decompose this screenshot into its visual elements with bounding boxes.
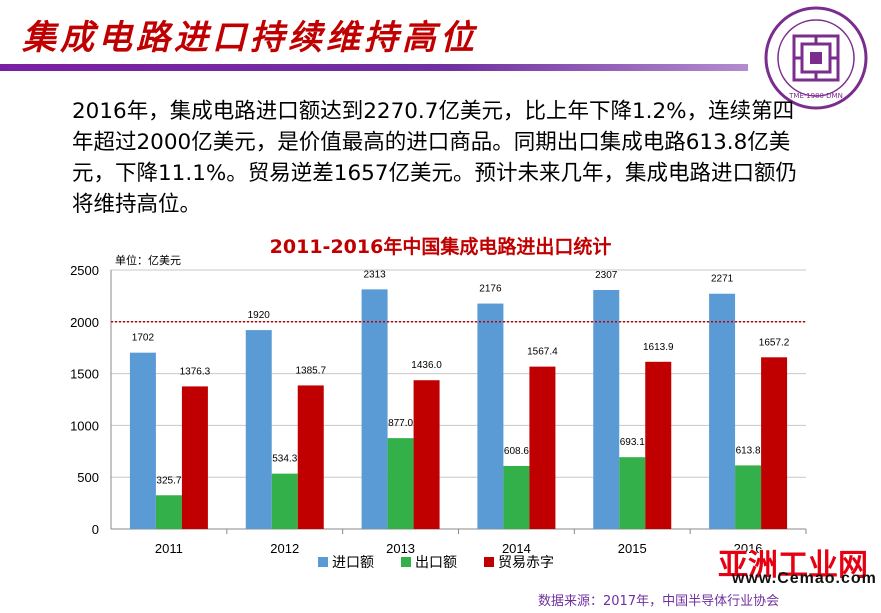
bar-export xyxy=(503,465,530,529)
x-tick-label: 2014 xyxy=(502,541,531,556)
legend-swatch xyxy=(401,557,411,567)
data-label: 1385.7 xyxy=(295,365,326,376)
bar-export xyxy=(271,473,298,529)
data-label: 325.7 xyxy=(156,475,181,486)
data-label: 877.0 xyxy=(388,418,413,429)
y-tick-label: 1000 xyxy=(70,418,99,433)
x-tick-label: 2013 xyxy=(386,541,415,556)
data-source-note: 数据来源：2017年，中国半导体行业协会 xyxy=(538,594,780,609)
bar-import xyxy=(593,289,620,529)
legend-entry: 进口额 xyxy=(332,555,374,571)
svg-text:TME·1980·DMN: TME·1980·DMN xyxy=(788,92,843,100)
data-label: 1567.4 xyxy=(527,347,558,358)
y-tick-label: 500 xyxy=(77,470,99,485)
chart-title: 2011-2016年中国集成电路进出口统计 xyxy=(269,236,612,258)
data-label: 2313 xyxy=(363,269,386,280)
data-label: 613.8 xyxy=(736,445,761,456)
unit-label: 单位：亿美元 xyxy=(115,253,181,267)
legend-entry: 贸易赤字 xyxy=(498,555,554,571)
x-tick-label: 2011 xyxy=(155,541,183,556)
bar-export xyxy=(387,438,414,529)
y-tick-label: 2000 xyxy=(70,315,99,330)
data-label: 693.1 xyxy=(620,437,645,448)
data-label: 2176 xyxy=(479,284,502,295)
legend-swatch xyxy=(484,557,494,567)
bar-deficit xyxy=(761,357,788,529)
data-label: 1436.0 xyxy=(411,360,442,371)
data-label: 1920 xyxy=(248,310,271,321)
x-tick-label: 2016 xyxy=(734,541,763,556)
bar-deficit xyxy=(413,380,440,529)
y-tick-label: 2500 xyxy=(70,263,99,278)
y-tick-label: 1500 xyxy=(70,367,99,382)
watermark-logo: 亚洲工业网 xyxy=(718,549,868,582)
bar-export xyxy=(619,457,646,529)
data-label: 1613.9 xyxy=(643,342,674,353)
data-label: 2271 xyxy=(711,274,734,285)
bar-deficit xyxy=(645,361,672,529)
data-label: 1702 xyxy=(132,333,155,344)
bar-import xyxy=(361,289,388,529)
bar-import xyxy=(709,293,736,529)
title-underline xyxy=(0,64,748,71)
data-label: 2307 xyxy=(595,270,618,281)
bar-import xyxy=(129,352,156,529)
x-tick-label: 2012 xyxy=(270,541,299,556)
data-label: 1376.3 xyxy=(180,366,211,377)
data-label: 608.6 xyxy=(504,446,529,457)
bar-export xyxy=(155,495,182,529)
bar-deficit xyxy=(297,385,324,529)
data-label: 1657.2 xyxy=(759,337,790,348)
university-seal-logo: TME·1980·DMN xyxy=(764,6,868,110)
y-tick-label: 0 xyxy=(92,522,99,537)
bar-import xyxy=(477,303,504,529)
bar-export xyxy=(735,465,762,529)
slide-title: 集成电路进口持续维持高位 xyxy=(22,18,478,58)
legend-swatch xyxy=(318,557,328,567)
bar-deficit xyxy=(529,366,556,529)
summary-paragraph: 2016年，集成电路进口额达到2270.7亿美元，比上年下降1.2%，连续第四年… xyxy=(72,99,798,217)
x-tick-label: 2015 xyxy=(618,541,647,556)
legend-entry: 出口额 xyxy=(415,555,457,571)
bar-deficit xyxy=(181,386,208,529)
data-label: 534.3 xyxy=(272,454,297,465)
watermark-url: www.Cemao.com xyxy=(732,570,877,587)
bar-import xyxy=(245,330,272,529)
